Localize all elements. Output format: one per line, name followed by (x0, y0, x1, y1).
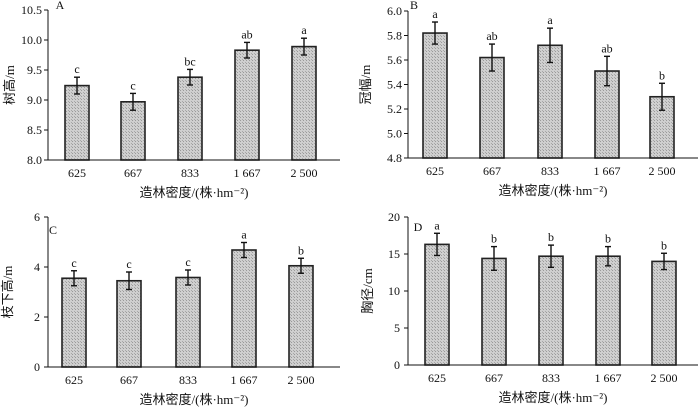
significance-letter: b (298, 243, 304, 257)
x-tick-label: 625 (68, 166, 86, 180)
x-tick-label: 667 (120, 373, 138, 387)
y-tick-label: 10 (388, 284, 400, 298)
significance-letter: b (548, 230, 554, 244)
panel-label: C (49, 223, 57, 237)
y-tick-label: 9.5 (27, 63, 42, 77)
bar (481, 257, 507, 366)
significance-letter: ab (486, 29, 497, 43)
bar (234, 49, 260, 161)
x-axis-title: 造林密度/(株·hm⁻²) (140, 185, 249, 200)
significance-letter: a (547, 13, 553, 27)
y-axis-title: 胸径/cm (360, 268, 375, 314)
y-tick-label: 5.0 (387, 127, 402, 141)
significance-letter: c (185, 255, 190, 269)
bar (479, 56, 505, 159)
panel-d: a 625 b 667 b 833 b 1 667 b 2 500 0 5 10 15 20 D 造林密度/(株… (360, 210, 698, 405)
y-tick-label: 8.5 (27, 123, 42, 137)
bar (231, 249, 257, 368)
x-tick-label: 625 (65, 373, 83, 387)
panel-b: a 625 ab 667 a 833 ab 1 667 b 2 500 4.8 5.0 5.2 5.4 5.… (358, 0, 698, 198)
x-tick-label: 833 (179, 373, 197, 387)
bar (177, 76, 203, 161)
y-axis-title: 枝下高/m (0, 266, 15, 319)
y-axis-title: 树高/m (2, 65, 17, 105)
bar (422, 32, 448, 159)
bar (537, 44, 563, 159)
significance-letter: b (605, 232, 611, 246)
x-tick-label: 667 (124, 166, 142, 180)
panel-label: D (414, 220, 423, 234)
x-axis-title: 造林密度/(株·hm⁻²) (499, 390, 608, 405)
panel-label: B (410, 0, 418, 12)
significance-letter: a (301, 23, 307, 37)
y-tick-label: 15 (388, 247, 400, 261)
y-tick-label: 0 (34, 360, 40, 374)
y-tick-label: 20 (388, 210, 400, 224)
bar (175, 276, 201, 368)
y-tick-label: 5.2 (387, 102, 402, 116)
x-tick-label: 833 (541, 164, 559, 178)
bar (120, 101, 146, 161)
y-tick-label: 9.0 (27, 93, 42, 107)
x-tick-label: 667 (483, 164, 501, 178)
x-tick-label: 1 667 (234, 166, 261, 180)
y-tick-label: 5.4 (387, 78, 402, 92)
bar (538, 255, 564, 366)
y-tick-label: 5 (394, 321, 400, 335)
significance-letter: c (130, 78, 135, 92)
y-tick-label: 10.0 (21, 33, 42, 47)
significance-letter: c (126, 257, 131, 271)
x-tick-label: 2 500 (291, 166, 318, 180)
x-tick-label: 2 500 (651, 371, 678, 385)
y-tick-label: 4 (34, 260, 40, 274)
significance-letter: c (71, 256, 76, 270)
significance-letter: ab (601, 41, 612, 55)
bar (288, 264, 314, 368)
x-tick-label: 625 (426, 164, 444, 178)
x-tick-label: 667 (485, 371, 503, 385)
significance-letter: a (434, 218, 440, 232)
bar (651, 260, 677, 366)
y-tick-label: 2 (34, 310, 40, 324)
x-tick-label: 833 (181, 166, 199, 180)
x-tick-label: 2 500 (288, 373, 315, 387)
bar (116, 279, 142, 368)
significance-letter: c (74, 62, 79, 76)
x-tick-label: 1 667 (231, 373, 258, 387)
y-tick-label: 5.8 (387, 29, 402, 43)
x-tick-label: 625 (428, 371, 446, 385)
x-axis-title: 造林密度/(株·hm⁻²) (140, 392, 249, 407)
y-tick-label: 5.6 (387, 53, 402, 67)
y-tick-label: 6.0 (387, 4, 402, 18)
y-axis-title: 冠幅/m (358, 65, 373, 105)
significance-letter: b (661, 238, 667, 252)
significance-letter: bc (184, 54, 195, 68)
significance-letter: b (659, 68, 665, 82)
y-tick-label: 4.8 (387, 151, 402, 165)
significance-letter: a (432, 7, 438, 21)
x-tick-label: 1 667 (595, 371, 622, 385)
bar (424, 243, 450, 366)
significance-letter: a (241, 228, 247, 242)
significance-letter: b (491, 232, 497, 246)
y-tick-label: 0 (394, 358, 400, 372)
y-tick-label: 10.5 (21, 3, 42, 17)
panel-label: A (56, 0, 65, 12)
x-axis-title: 造林密度/(株·hm⁻²) (499, 183, 608, 198)
panel-c: c 625 c 667 c 833 a 1 667 b 2 500 0 2 4 6C 造林密度/(株·hm⁻… (0, 210, 340, 407)
bar (61, 277, 87, 368)
x-tick-label: 2 500 (649, 164, 676, 178)
y-tick-label: 6 (34, 210, 40, 224)
bar (291, 45, 317, 161)
x-tick-label: 1 667 (594, 164, 621, 178)
y-tick-label: 8.0 (27, 153, 42, 167)
significance-letter: ab (241, 27, 252, 41)
x-tick-label: 833 (542, 371, 560, 385)
bar (595, 255, 621, 366)
bar (64, 84, 90, 161)
panel-a: c 625 c 667 bc 833 ab 1 667 a 2 500 8.0 8.5 9.0 9.5 10… (2, 0, 340, 200)
